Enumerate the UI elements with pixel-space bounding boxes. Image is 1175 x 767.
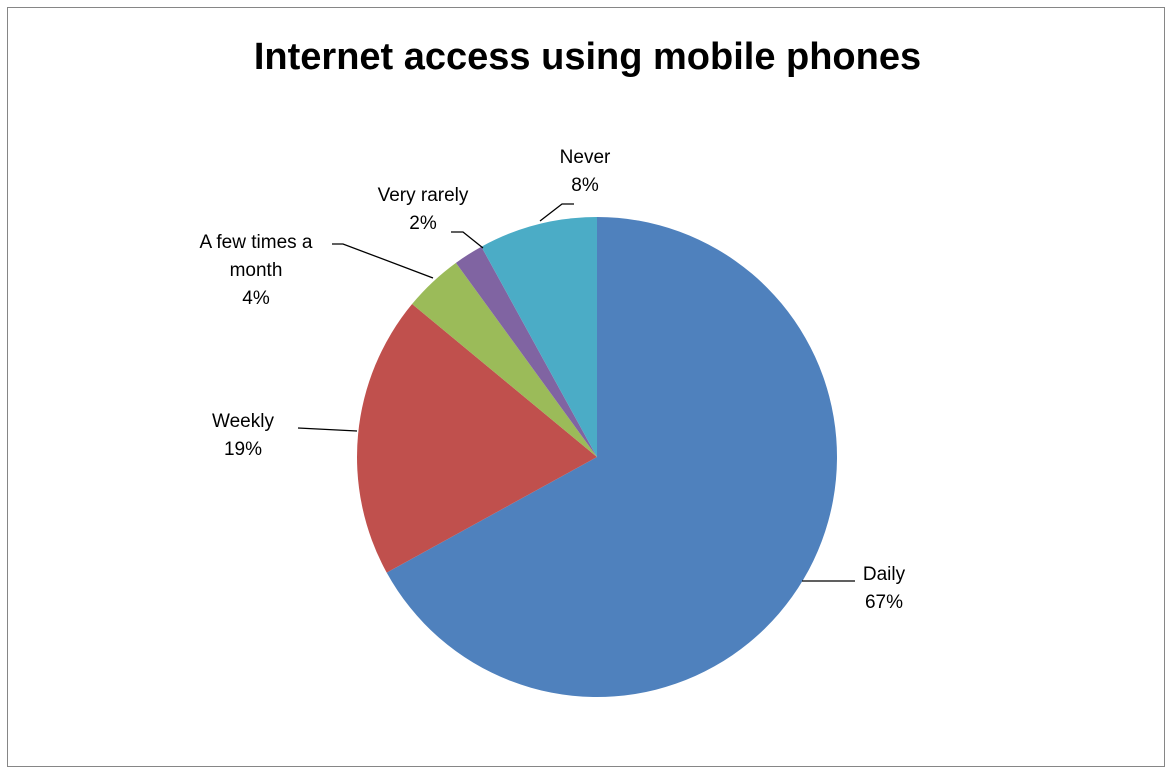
data-label-category: A few times a — [200, 232, 313, 253]
data-label-percent: 67% — [865, 592, 903, 613]
data-label-daily: Daily 67% — [863, 564, 906, 613]
pie-slice-very-rarely — [455, 246, 597, 457]
data-label-percent: 19% — [224, 439, 262, 460]
data-label-a-few-times-a-month: A few times a month 4% — [200, 232, 313, 309]
data-label-category: Weekly — [212, 411, 274, 432]
pie-slices — [357, 216, 838, 698]
data-label-percent: 2% — [409, 213, 437, 234]
leader-line-very-rarely — [451, 231, 484, 249]
data-label-weekly: Weekly 19% — [212, 411, 274, 460]
pie-slice-daily — [386, 216, 838, 698]
leader-lines — [297, 203, 855, 582]
pie-slice-never — [481, 217, 597, 457]
data-label-category: Daily — [863, 564, 906, 585]
leader-line-never — [539, 203, 574, 222]
data-label-percent: 8% — [571, 175, 599, 196]
data-label-category: Never — [560, 147, 611, 168]
pie-slice-weekly — [357, 304, 597, 573]
data-label-percent: 4% — [242, 288, 270, 309]
leader-line-weekly — [297, 427, 358, 432]
data-label-category: Very rarely — [378, 185, 469, 206]
pie-slice-a-few-times-a-month — [412, 262, 597, 457]
data-label-never: Never 8% — [560, 147, 611, 196]
data-label-very-rarely: Very rarely 2% — [378, 185, 469, 234]
data-labels: Daily 67% Weekly 19% A few times a month 4% Ver… — [200, 147, 906, 613]
data-label-category: month — [230, 260, 283, 281]
chart-title: Internet access using mobile phones — [253, 36, 922, 78]
leader-line-a-few-times-a-month — [332, 243, 434, 279]
